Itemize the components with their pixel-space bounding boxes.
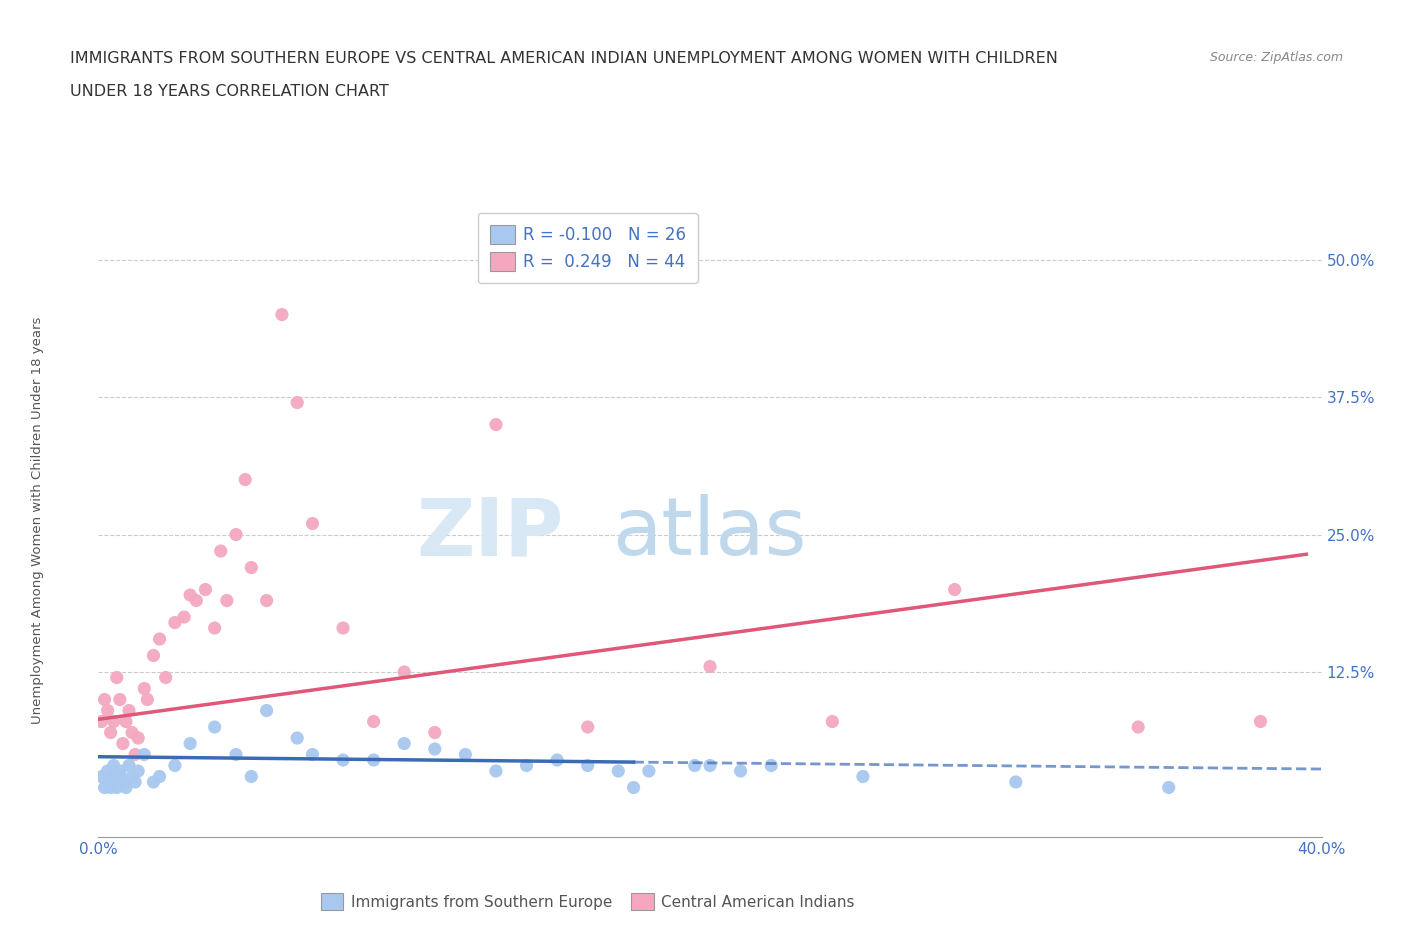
Point: [194, 582, 217, 597]
Point: [1128, 720, 1150, 735]
Text: IMMIGRANTS FROM SOUTHERN EUROPE VS CENTRAL AMERICAN INDIAN UNEMPLOYMENT AMONG WO: IMMIGRANTS FROM SOUTHERN EUROPE VS CENTR…: [70, 51, 1059, 66]
Point: [149, 631, 172, 646]
Point: [179, 736, 201, 751]
Point: [121, 769, 143, 784]
Point: [97, 703, 120, 718]
Point: [90, 769, 112, 784]
Point: [108, 764, 131, 778]
Text: Source: ZipAtlas.com: Source: ZipAtlas.com: [1209, 51, 1343, 64]
Point: [100, 780, 122, 795]
Point: [127, 764, 149, 778]
Point: [103, 775, 125, 790]
Legend: Immigrants from Southern Europe, Central American Indians: Immigrants from Southern Europe, Central…: [314, 885, 862, 918]
Point: [204, 720, 226, 735]
Text: UNDER 18 YEARS CORRELATION CHART: UNDER 18 YEARS CORRELATION CHART: [70, 84, 389, 99]
Point: [149, 769, 172, 784]
Text: Unemployment Among Women with Children Under 18 years: Unemployment Among Women with Children U…: [31, 317, 44, 724]
Point: [115, 714, 138, 729]
Point: [90, 714, 112, 729]
Point: [270, 307, 292, 322]
Point: [105, 671, 128, 685]
Point: [943, 582, 966, 597]
Point: [118, 758, 141, 773]
Point: [607, 764, 630, 778]
Point: [576, 758, 599, 773]
Point: [134, 681, 156, 696]
Point: [233, 472, 256, 487]
Point: [225, 747, 247, 762]
Text: atlas: atlas: [612, 495, 807, 573]
Point: [699, 659, 721, 674]
Point: [111, 736, 134, 751]
Point: [285, 395, 308, 410]
Point: [93, 692, 115, 707]
Point: [699, 758, 721, 773]
Point: [1157, 780, 1180, 795]
Point: [1249, 714, 1271, 729]
Point: [134, 747, 156, 762]
Point: [108, 769, 131, 784]
Point: [163, 615, 186, 630]
Point: [485, 764, 508, 778]
Text: ZIP: ZIP: [416, 495, 564, 573]
Point: [730, 764, 752, 778]
Point: [124, 775, 146, 790]
Point: [852, 769, 875, 784]
Point: [546, 752, 568, 767]
Point: [225, 527, 247, 542]
Point: [127, 731, 149, 746]
Point: [209, 544, 232, 559]
Point: [392, 665, 416, 680]
Point: [186, 593, 208, 608]
Point: [142, 648, 165, 663]
Point: [821, 714, 844, 729]
Point: [637, 764, 661, 778]
Point: [105, 780, 128, 795]
Point: [100, 725, 122, 740]
Point: [332, 752, 354, 767]
Point: [121, 725, 143, 740]
Point: [115, 780, 138, 795]
Point: [363, 752, 385, 767]
Point: [301, 747, 323, 762]
Point: [142, 775, 165, 790]
Point: [576, 720, 599, 735]
Point: [240, 560, 263, 575]
Point: [683, 758, 706, 773]
Point: [332, 620, 354, 635]
Point: [103, 714, 125, 729]
Point: [163, 758, 186, 773]
Point: [100, 769, 122, 784]
Point: [256, 593, 278, 608]
Point: [136, 692, 159, 707]
Point: [454, 747, 477, 762]
Point: [118, 703, 141, 718]
Point: [124, 747, 146, 762]
Point: [204, 620, 226, 635]
Point: [485, 418, 508, 432]
Point: [155, 671, 177, 685]
Point: [392, 736, 416, 751]
Point: [301, 516, 323, 531]
Point: [285, 731, 308, 746]
Point: [103, 758, 125, 773]
Point: [363, 714, 385, 729]
Point: [108, 692, 131, 707]
Point: [423, 741, 446, 756]
Point: [173, 609, 195, 624]
Point: [759, 758, 782, 773]
Point: [215, 593, 238, 608]
Point: [256, 703, 278, 718]
Point: [516, 758, 538, 773]
Point: [93, 780, 115, 795]
Point: [240, 769, 263, 784]
Point: [1004, 775, 1026, 790]
Point: [623, 780, 645, 795]
Point: [111, 775, 134, 790]
Point: [179, 588, 201, 603]
Point: [97, 764, 120, 778]
Point: [423, 725, 446, 740]
